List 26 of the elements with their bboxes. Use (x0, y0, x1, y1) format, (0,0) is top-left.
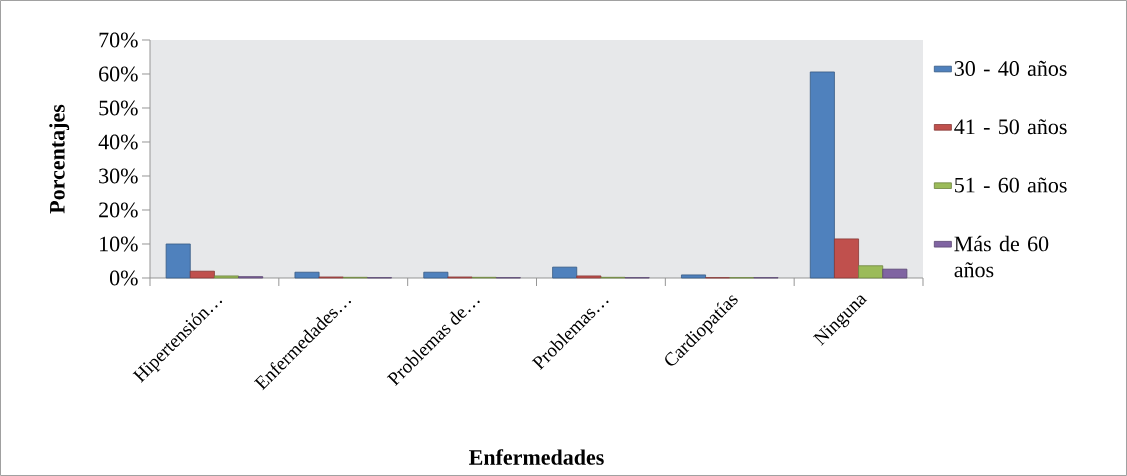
bar (681, 274, 706, 279)
bar (576, 275, 602, 279)
legend-label: 51 - 60 años (955, 177, 1067, 193)
legend-label: 30 - 40 años (954, 60, 1067, 76)
y-tick-label: 40% (98, 134, 138, 150)
y-tick-label: 60% (99, 66, 138, 82)
y-tick-label: 0% (109, 270, 138, 286)
y-tick-label: 30% (99, 168, 138, 184)
bar (165, 243, 191, 279)
y-axis-title: Porcentajes (49, 104, 70, 214)
y-tick-label: 50% (99, 100, 138, 116)
bar (809, 71, 835, 279)
y-tick-label: 70% (99, 32, 138, 48)
bar (882, 268, 908, 279)
bar (189, 270, 215, 279)
bar (552, 266, 578, 279)
bar (294, 271, 320, 279)
bar (858, 265, 884, 279)
y-tick-label: 20% (99, 202, 138, 218)
bar (214, 275, 239, 279)
legend-label: 41 - 50 años (954, 119, 1067, 135)
bar (423, 271, 449, 279)
legend-label: Más de 60 años (954, 235, 1049, 278)
y-tick-label: 10% (100, 236, 138, 252)
x-axis-title: Enfermedades (469, 449, 604, 465)
bar (834, 238, 859, 279)
